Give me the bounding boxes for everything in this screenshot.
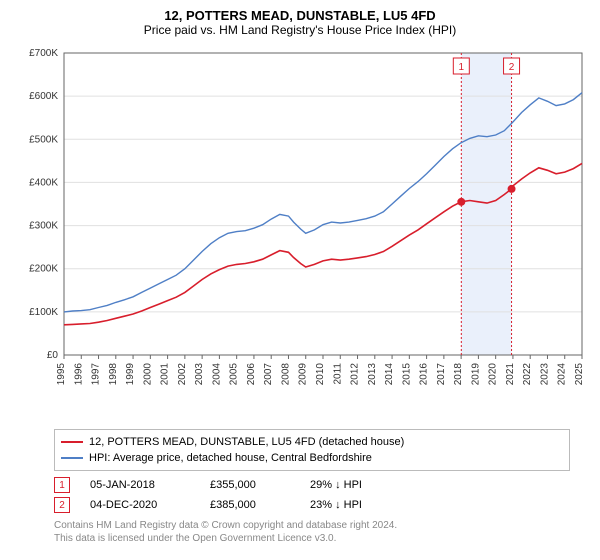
svg-text:2005: 2005	[229, 363, 240, 386]
sales-table: 1 05-JAN-2018 £355,000 29% ↓ HPI 2 04-DEC-202…	[54, 475, 570, 515]
line-chart-svg: £0 £100K £200K £300K £400K £500K £600K £700K 199…	[10, 43, 590, 423]
svg-text:2016: 2016	[419, 363, 430, 386]
sale-price: £385,000	[210, 499, 290, 511]
sale-row: 2 04-DEC-2020 £385,000 23% ↓ HPI	[54, 495, 570, 515]
svg-text:1997: 1997	[91, 363, 102, 386]
sale-pct-vs-hpi: 29% ↓ HPI	[310, 479, 420, 491]
svg-text:2000: 2000	[142, 363, 153, 386]
svg-text:2002: 2002	[177, 363, 188, 386]
svg-text:2009: 2009	[298, 363, 309, 386]
svg-text:2003: 2003	[194, 363, 205, 386]
svg-text:2020: 2020	[488, 363, 499, 386]
svg-text:2019: 2019	[470, 363, 481, 386]
legend-label: 12, POTTERS MEAD, DUNSTABLE, LU5 4FD (de…	[89, 434, 404, 450]
footnote: Contains HM Land Registry data © Crown c…	[54, 519, 570, 545]
legend: 12, POTTERS MEAD, DUNSTABLE, LU5 4FD (de…	[54, 429, 570, 471]
svg-text:2008: 2008	[280, 363, 291, 386]
svg-text:2017: 2017	[436, 363, 447, 386]
chart-title: 12, POTTERS MEAD, DUNSTABLE, LU5 4FD	[0, 0, 600, 23]
legend-swatch	[61, 441, 83, 443]
svg-text:2013: 2013	[367, 363, 378, 386]
svg-text:£600K: £600K	[29, 91, 58, 102]
svg-text:2018: 2018	[453, 363, 464, 386]
svg-text:2023: 2023	[539, 363, 550, 386]
svg-text:£0: £0	[47, 350, 59, 361]
svg-text:2011: 2011	[332, 363, 343, 385]
sale-marker: 2	[54, 497, 70, 513]
svg-text:1: 1	[459, 62, 465, 73]
footnote-line: Contains HM Land Registry data © Crown c…	[54, 519, 570, 532]
svg-text:2001: 2001	[160, 363, 171, 386]
svg-text:2025: 2025	[574, 363, 585, 386]
sale-price: £355,000	[210, 479, 290, 491]
legend-swatch	[61, 457, 83, 459]
svg-text:2014: 2014	[384, 363, 395, 386]
svg-text:2007: 2007	[263, 363, 274, 386]
svg-text:£400K: £400K	[29, 177, 58, 188]
svg-text:1996: 1996	[73, 363, 84, 386]
svg-text:2010: 2010	[315, 363, 326, 386]
svg-text:2022: 2022	[522, 363, 533, 386]
legend-row: 12, POTTERS MEAD, DUNSTABLE, LU5 4FD (de…	[61, 434, 563, 450]
svg-text:2021: 2021	[505, 363, 516, 386]
legend-label: HPI: Average price, detached house, Cent…	[89, 450, 372, 466]
footnote-line: This data is licensed under the Open Gov…	[54, 532, 570, 545]
svg-text:£300K: £300K	[29, 221, 58, 232]
svg-text:£200K: £200K	[29, 264, 58, 275]
svg-text:£100K: £100K	[29, 307, 58, 318]
svg-text:2024: 2024	[557, 363, 568, 386]
svg-text:2015: 2015	[401, 363, 412, 386]
svg-text:2: 2	[509, 62, 515, 73]
sale-pct-vs-hpi: 23% ↓ HPI	[310, 499, 420, 511]
svg-text:2004: 2004	[211, 363, 222, 386]
chart-subtitle: Price paid vs. HM Land Registry's House …	[0, 23, 600, 43]
svg-text:1999: 1999	[125, 363, 136, 386]
chart-area: £0 £100K £200K £300K £400K £500K £600K £700K 199…	[10, 43, 590, 423]
svg-text:£700K: £700K	[29, 48, 58, 59]
sale-date: 05-JAN-2018	[90, 479, 190, 491]
svg-text:2006: 2006	[246, 363, 257, 386]
sale-marker: 1	[54, 477, 70, 493]
svg-text:1995: 1995	[56, 363, 67, 386]
svg-text:2012: 2012	[350, 363, 361, 386]
svg-text:£500K: £500K	[29, 134, 58, 145]
legend-row: HPI: Average price, detached house, Cent…	[61, 450, 563, 466]
sale-row: 1 05-JAN-2018 £355,000 29% ↓ HPI	[54, 475, 570, 495]
sale-date: 04-DEC-2020	[90, 499, 190, 511]
svg-text:1998: 1998	[108, 363, 119, 386]
